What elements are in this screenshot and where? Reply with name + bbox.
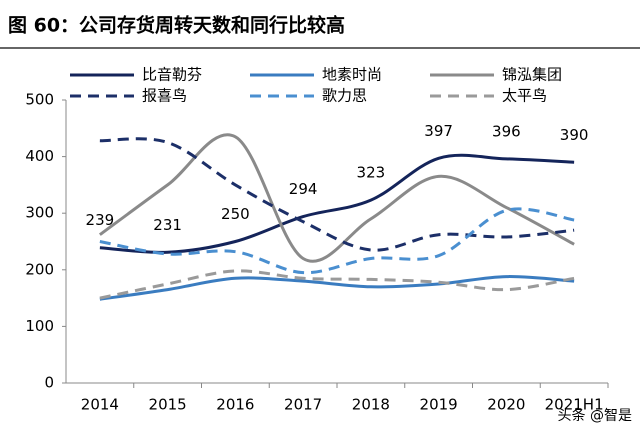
y-tick-label: 300 — [25, 204, 54, 222]
y-tick-label: 500 — [25, 91, 54, 109]
legend-label: 报喜鸟 — [142, 87, 187, 105]
series-line — [99, 137, 575, 252]
y-tick-label: 400 — [25, 147, 54, 165]
chart-title: 图 60：公司存货周转天数和同行比较高 — [8, 14, 345, 37]
legend-label: 比音勒芬 — [142, 66, 202, 84]
series-line — [99, 207, 575, 275]
legend-label: 太平鸟 — [502, 87, 547, 105]
data-label: 397 — [424, 122, 453, 140]
series-line — [98, 133, 575, 263]
x-tick-label: 2020 — [487, 396, 525, 414]
series-line — [99, 275, 575, 301]
data-label: 231 — [153, 216, 182, 234]
legend-label: 锦泓集团 — [502, 66, 562, 84]
x-tick-label: 2019 — [420, 396, 458, 414]
series-line — [99, 153, 575, 254]
y-tick-label: 200 — [25, 260, 54, 278]
x-tick-label: 2017 — [284, 396, 322, 414]
x-tick-label: 2016 — [216, 396, 254, 414]
y-tick-label: 100 — [25, 317, 54, 335]
x-tick-label: 2018 — [352, 396, 390, 414]
data-label: 239 — [86, 211, 115, 229]
data-label: 250 — [221, 205, 250, 223]
watermark: 头条 @智是 — [558, 407, 632, 424]
data-label: 294 — [289, 180, 318, 198]
data-label: 390 — [560, 126, 589, 144]
x-tick-label: 2015 — [149, 396, 187, 414]
x-tick-label: 2014 — [81, 396, 119, 414]
legend-label: 歌力思 — [322, 87, 367, 105]
data-label: 323 — [357, 164, 386, 182]
legend-label: 地素时尚 — [322, 66, 382, 84]
x-tick-label: 2021H1 — [545, 396, 604, 414]
data-label: 396 — [492, 122, 521, 140]
series-line — [99, 269, 575, 300]
y-tick-label: 0 — [44, 374, 54, 392]
